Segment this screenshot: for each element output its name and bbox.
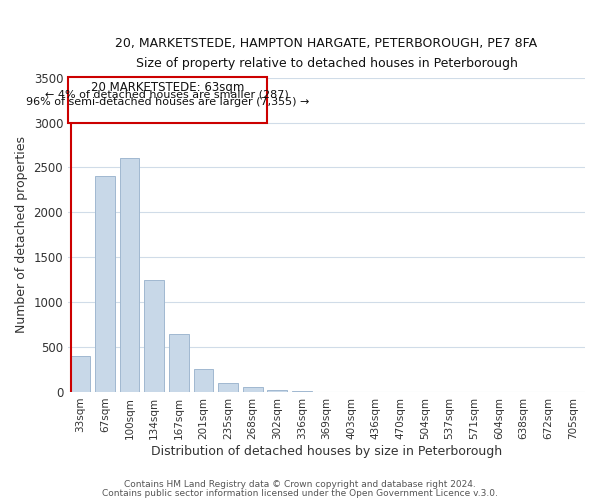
Bar bbox=[243, 388, 263, 392]
FancyBboxPatch shape bbox=[68, 76, 267, 123]
Text: 96% of semi-detached houses are larger (7,355) →: 96% of semi-detached houses are larger (… bbox=[26, 98, 309, 108]
Bar bbox=[71, 356, 90, 392]
X-axis label: Distribution of detached houses by size in Peterborough: Distribution of detached houses by size … bbox=[151, 444, 502, 458]
Text: ← 4% of detached houses are smaller (287): ← 4% of detached houses are smaller (287… bbox=[46, 89, 289, 99]
Text: Contains HM Land Registry data © Crown copyright and database right 2024.: Contains HM Land Registry data © Crown c… bbox=[124, 480, 476, 489]
Y-axis label: Number of detached properties: Number of detached properties bbox=[15, 136, 28, 334]
Text: Contains public sector information licensed under the Open Government Licence v.: Contains public sector information licen… bbox=[102, 489, 498, 498]
Text: 20 MARKETSTEDE: 63sqm: 20 MARKETSTEDE: 63sqm bbox=[91, 82, 244, 94]
Title: 20, MARKETSTEDE, HAMPTON HARGATE, PETERBOROUGH, PE7 8FA
Size of property relativ: 20, MARKETSTEDE, HAMPTON HARGATE, PETERB… bbox=[115, 38, 538, 70]
Bar bbox=[292, 391, 312, 392]
Bar bbox=[268, 390, 287, 392]
Bar bbox=[194, 368, 213, 392]
Bar bbox=[95, 176, 115, 392]
Bar bbox=[145, 280, 164, 392]
Bar bbox=[218, 383, 238, 392]
Bar bbox=[120, 158, 139, 392]
Bar bbox=[169, 334, 188, 392]
